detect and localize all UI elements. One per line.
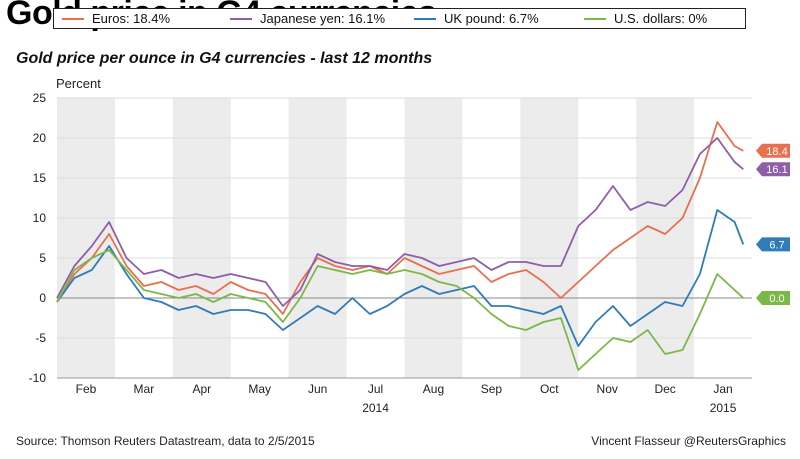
end-value-tag: 0.0 — [756, 291, 790, 305]
y-tick-label: 15 — [33, 171, 47, 185]
x-tick-label: Jul — [368, 382, 383, 396]
x-tick-label: Jan — [713, 382, 732, 396]
x-tick-label: Dec — [654, 382, 675, 396]
x-tick-label: Apr — [192, 382, 211, 396]
end-value-tag-label: 18.4 — [766, 146, 787, 158]
month-band-jun — [288, 98, 347, 378]
end-value-tag-label: 16.1 — [766, 164, 787, 176]
legend: Euros: 18.4% Japanese yen: 16.1% UK poun… — [53, 8, 746, 29]
end-value-tag: 6.7 — [756, 237, 790, 252]
year-label: 2014 — [362, 401, 389, 415]
x-tick-label: Nov — [597, 382, 618, 396]
y-tick-label: 5 — [39, 251, 46, 265]
x-tick-label: Jun — [308, 382, 327, 396]
end-value-tag: 16.1 — [756, 162, 790, 177]
end-value-tag-shape — [756, 237, 790, 252]
series-line-3 — [56, 249, 744, 371]
gold-price-chart: -10 -5 0 5 10 15 20 25 Feb Mar Apr May Jun Jul Aug Sep O… — [29, 91, 790, 415]
credit-note: Vincent Flasseur @ReutersGraphics — [591, 434, 786, 448]
y-tick-label: 0 — [39, 291, 46, 305]
end-value-tag-label: 0.0 — [769, 293, 784, 305]
legend-swatch-yen — [230, 18, 252, 20]
end-value-tag-shape — [756, 291, 790, 305]
month-band-dec — [636, 98, 695, 378]
source-note: Source: Thomson Reuters Datastream, data… — [16, 434, 315, 448]
legend-label-euros: Euros: 18.4% — [92, 11, 171, 26]
chart-subtitle: Gold price per ounce in G4 currencies - … — [16, 50, 433, 67]
x-tick-label: Feb — [76, 382, 97, 396]
y-tick-label: 20 — [33, 131, 47, 145]
x-tick-label: Mar — [134, 382, 155, 396]
end-value-tag-shape — [756, 143, 790, 158]
legend-swatch-euros — [62, 18, 84, 20]
x-tick-label: Oct — [540, 382, 559, 396]
x-tick-label: Sep — [481, 382, 503, 396]
series-line-1 — [56, 137, 744, 307]
year-label: 2015 — [710, 401, 737, 415]
series-line-0 — [56, 121, 744, 315]
end-value-tag: 18.4 — [756, 143, 790, 158]
y-tick-label: 10 — [33, 211, 47, 225]
legend-swatch-pound — [414, 18, 436, 20]
y-tick-label: -10 — [29, 371, 47, 385]
legend-label-pound: UK pound: 6.7% — [444, 11, 539, 26]
series-line-2 — [56, 209, 745, 347]
legend-label-yen: Japanese yen: 16.1% — [260, 11, 386, 26]
month-band-apr — [172, 98, 231, 378]
x-tick-label: Aug — [423, 382, 444, 396]
y-axis-label: Percent — [56, 76, 101, 91]
y-tick-label: -5 — [35, 331, 46, 345]
end-value-tag-shape — [756, 162, 790, 177]
end-value-tag-label: 6.7 — [769, 239, 784, 251]
month-band-aug — [404, 98, 463, 378]
legend-label-usd: U.S. dollars: 0% — [614, 11, 708, 26]
legend-swatch-usd — [584, 18, 606, 20]
month-band-oct — [520, 98, 579, 378]
y-tick-label: 25 — [33, 91, 47, 105]
x-tick-label: May — [248, 382, 271, 396]
